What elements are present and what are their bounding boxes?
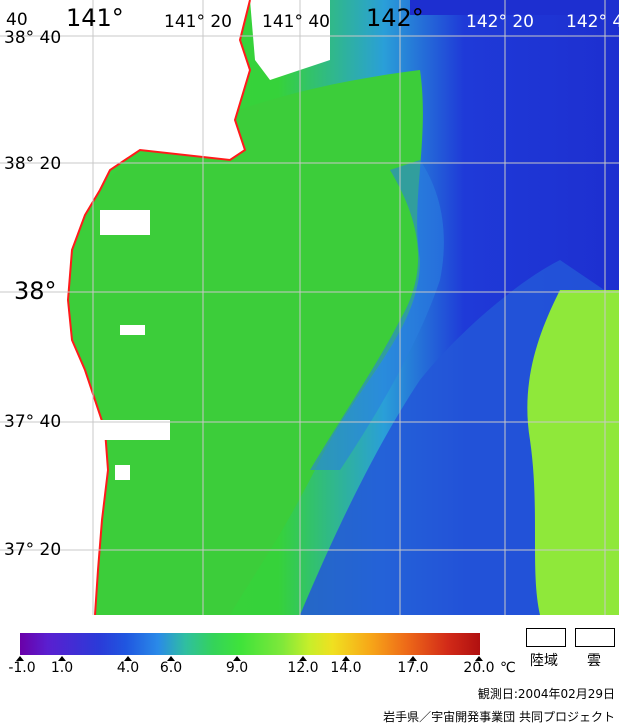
scale-label: 6.0 (159, 660, 183, 676)
lon-label: 40 (6, 10, 28, 30)
land-north (250, 0, 330, 80)
scale-label: 12.0 (287, 660, 319, 676)
land-area (0, 0, 250, 615)
lat-label: 37° 40 (4, 412, 62, 432)
lon-label: 142° 20 (466, 12, 534, 32)
scale-label: 17.0 (397, 660, 429, 676)
cloud-patch (115, 465, 130, 480)
lon-label: 141° (66, 4, 124, 32)
lon-label: 142° (366, 4, 424, 32)
lat-label: 38° 20 (4, 154, 62, 174)
top-strip (410, 0, 619, 15)
cloud-patch (120, 325, 145, 335)
unit-label: ℃ (500, 660, 516, 676)
scale-tick (167, 656, 175, 661)
scale-tick (233, 656, 241, 661)
observation-date: 観測日:2004年02月29日 (477, 687, 615, 701)
scale-label: 14.0 (330, 660, 362, 676)
lon-label: 142° 4 (566, 12, 619, 32)
scale-tick (299, 656, 307, 661)
lat-label: 37° 20 (4, 540, 62, 560)
coastal-warm-water (60, 70, 423, 615)
scale-label: 1.0 (50, 660, 74, 676)
lat-label: 38° 40 (4, 28, 62, 48)
scale-tick (58, 656, 66, 661)
grid-lines (0, 0, 619, 615)
lat-label: 38° (14, 277, 57, 305)
scale-tick (475, 656, 483, 661)
scale-label: -1.0 (8, 660, 36, 676)
cloud-swatch (575, 628, 615, 647)
cloud-label: 雲 (587, 653, 601, 669)
coastline (66, 0, 252, 615)
credit-text: 岩手県／宇宙開発事業団 共同プロジェクト (383, 710, 615, 724)
scale-tick (124, 656, 132, 661)
mid-water-band (310, 160, 444, 470)
land-swatch (526, 628, 566, 647)
scale-label: 9.0 (225, 660, 249, 676)
temperature-color-scale (20, 633, 480, 655)
land-label: 陸域 (530, 653, 558, 669)
scale-tick (16, 656, 24, 661)
scale-label: 4.0 (116, 660, 140, 676)
warm-east-patch (527, 290, 619, 615)
sea-temperature-map (0, 0, 619, 615)
scale-tick (342, 656, 350, 661)
cloud-patch (100, 210, 150, 235)
lon-label: 141° 20 (164, 12, 232, 32)
scale-label: 20.0 (463, 660, 495, 676)
lon-label: 141° 40 (262, 12, 330, 32)
cloud-patch (100, 420, 170, 440)
scale-tick (409, 656, 417, 661)
